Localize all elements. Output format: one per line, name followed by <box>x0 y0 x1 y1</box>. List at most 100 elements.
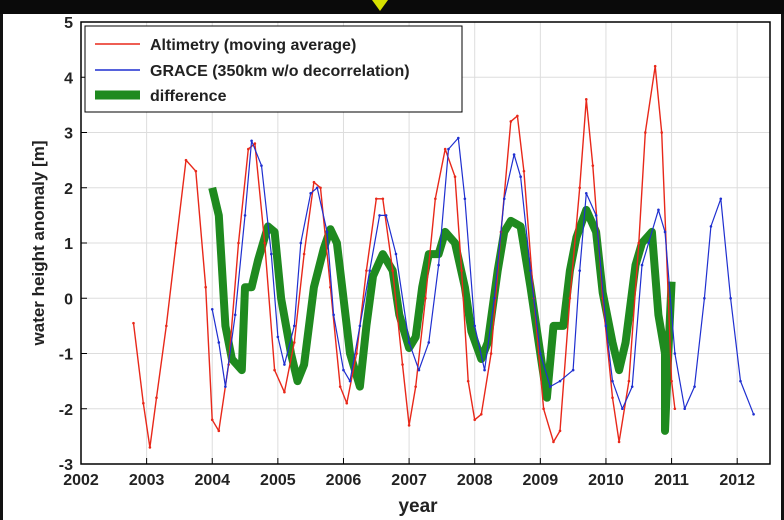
series-point-0 <box>401 363 404 366</box>
series-point-1 <box>719 197 723 201</box>
series-point-0 <box>142 401 145 405</box>
series-point-0 <box>460 269 463 272</box>
y-tick-label: 4 <box>64 70 73 87</box>
series-point-1 <box>427 341 431 344</box>
series-point-1 <box>512 153 516 156</box>
series-point-1 <box>463 197 467 201</box>
x-tick-label: 2005 <box>260 472 296 489</box>
series-point-0 <box>292 341 296 344</box>
series-point-0 <box>132 321 135 325</box>
series-point-0 <box>253 142 257 145</box>
series-point-0 <box>509 120 513 123</box>
y-tick-label: 2 <box>64 181 73 198</box>
series-point-1 <box>640 263 644 267</box>
series-point-1 <box>683 407 686 411</box>
series-point-0 <box>184 158 188 162</box>
top-dark-bar <box>0 0 784 14</box>
series-point-1 <box>729 296 732 300</box>
y-tick-label: -1 <box>59 347 73 364</box>
series-point-0 <box>312 180 316 184</box>
series-point-1 <box>292 324 296 328</box>
series-point-0 <box>578 186 582 190</box>
x-tick-label: 2011 <box>654 472 689 489</box>
y-tick-label: 1 <box>64 236 73 253</box>
x-tick-label: 2007 <box>391 472 427 489</box>
series-point-1 <box>269 252 273 256</box>
series-point-1 <box>309 191 312 195</box>
series-point-0 <box>302 252 306 256</box>
series-point-1 <box>368 269 372 272</box>
series-point-1 <box>283 363 286 366</box>
series-point-1 <box>473 324 477 328</box>
x-tick-label: 2010 <box>588 472 624 489</box>
series-point-1 <box>348 379 352 383</box>
series-point-0 <box>660 131 664 134</box>
series-point-1 <box>325 230 329 234</box>
legend-label-difference: difference <box>150 88 227 105</box>
series-point-1 <box>519 175 522 178</box>
series-point-1 <box>299 241 303 245</box>
series-point-0 <box>174 241 178 245</box>
series-line-2 <box>208 186 676 435</box>
series-point-0 <box>273 368 276 372</box>
y-axis-label: water height anomaly [m] <box>29 141 48 347</box>
series-point-0 <box>365 269 368 272</box>
series-point-1 <box>233 313 237 317</box>
series-point-0 <box>617 440 621 444</box>
series-point-0 <box>381 197 385 201</box>
series-point-0 <box>237 241 240 245</box>
series-point-0 <box>453 175 457 178</box>
series-point-0 <box>391 269 394 272</box>
series-point-0 <box>591 164 595 167</box>
series-point-0 <box>283 390 286 394</box>
legend-label-grace: GRACE (350km w/o decorrelation) <box>150 63 410 80</box>
series-point-1 <box>663 230 667 234</box>
legend-box <box>84 25 463 113</box>
marker-icon <box>372 0 388 11</box>
series-point-0 <box>542 407 545 411</box>
series-point-1 <box>739 379 742 383</box>
y-tick-label: -2 <box>59 402 73 419</box>
series-point-0 <box>653 64 657 68</box>
series-point-1 <box>673 352 677 355</box>
series-point-0 <box>473 418 477 422</box>
series-point-0 <box>374 197 378 201</box>
series-point-1 <box>342 368 345 372</box>
series-point-1 <box>483 368 486 372</box>
series-point-1 <box>621 407 624 411</box>
series-point-0 <box>673 407 677 411</box>
y-tick-label: 5 <box>64 15 73 32</box>
x-axis-label: year <box>398 496 438 517</box>
series-point-1 <box>315 186 319 190</box>
series-point-0 <box>155 396 158 400</box>
series-point-1 <box>493 296 496 300</box>
series-point-0 <box>434 197 437 201</box>
series-point-1 <box>529 269 532 272</box>
series-point-1 <box>703 296 706 300</box>
x-tick-label: 2002 <box>63 472 99 489</box>
series-point-0 <box>319 186 322 190</box>
series-point-1 <box>457 136 460 140</box>
series-point-0 <box>263 241 267 245</box>
series-point-1 <box>709 225 713 228</box>
series-point-1 <box>243 214 247 217</box>
series-point-0 <box>407 424 411 427</box>
series-point-0 <box>424 296 427 300</box>
series-point-0 <box>247 147 250 151</box>
series-point-0 <box>466 379 470 383</box>
series-point-0 <box>194 169 198 173</box>
x-tick-label: 2003 <box>129 472 165 489</box>
series-point-0 <box>345 401 349 405</box>
y-tick-label: 0 <box>64 291 73 308</box>
axis-ticks: 2002 2003 2004 2005 2006 2007 2008 2009 2010 2011… <box>59 15 755 489</box>
series-point-1 <box>539 352 542 355</box>
series-point-0 <box>568 296 572 300</box>
series-point-0 <box>670 379 673 383</box>
series-point-1 <box>752 412 755 416</box>
series-point-1 <box>630 385 634 388</box>
series-point-0 <box>414 385 417 388</box>
series-point-0 <box>489 352 493 355</box>
series-point-1 <box>384 214 388 217</box>
